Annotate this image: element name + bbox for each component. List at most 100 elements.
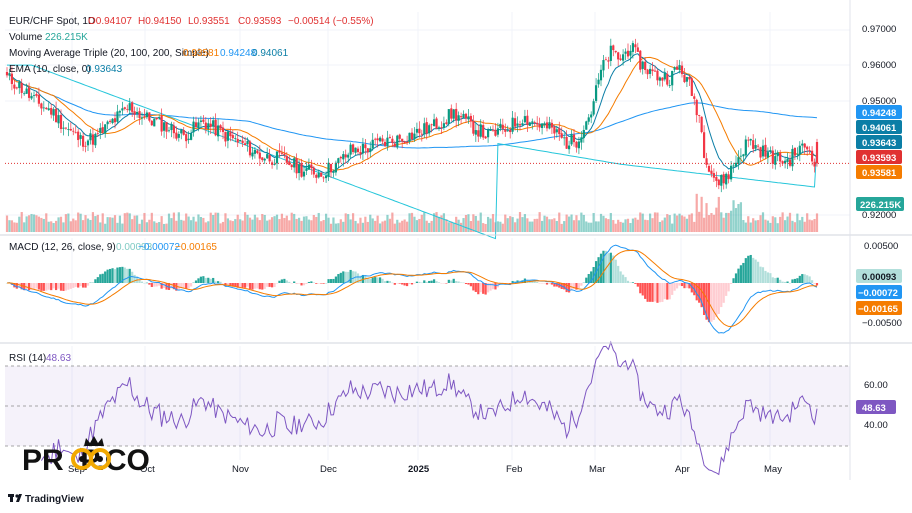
volume-bar bbox=[364, 216, 367, 232]
volume-bar bbox=[133, 215, 136, 232]
macd-hist-bar bbox=[121, 266, 124, 283]
macd-hist-bar bbox=[720, 283, 723, 308]
volume-bar bbox=[636, 219, 639, 232]
volume-bar bbox=[680, 215, 684, 232]
volume-bar bbox=[536, 218, 539, 232]
candle-body bbox=[116, 111, 119, 122]
volume-bar bbox=[435, 212, 438, 232]
candle-body bbox=[614, 50, 617, 53]
macd-hist-bar bbox=[639, 283, 642, 294]
candlesticks[interactable] bbox=[5, 38, 819, 193]
volume-bar bbox=[656, 212, 659, 232]
candle-body bbox=[678, 65, 681, 70]
ema-legend-label[interactable]: EMA (10, close, 0) bbox=[9, 64, 91, 75]
volume-bar bbox=[236, 214, 239, 232]
ma-legend-label[interactable]: Moving Average Triple (20, 100, 200, Sim… bbox=[9, 48, 209, 59]
macd-hist-bar bbox=[737, 268, 740, 283]
macd-hist-bar bbox=[469, 283, 473, 287]
volume-bar bbox=[597, 221, 600, 232]
candle-body bbox=[675, 66, 679, 70]
volume-bar bbox=[305, 216, 308, 232]
volume-bar bbox=[702, 217, 706, 232]
volume-bar bbox=[619, 221, 622, 232]
macd-hist-bar bbox=[381, 278, 384, 283]
macd-hist-bar bbox=[204, 277, 207, 283]
candle-body bbox=[479, 124, 482, 137]
macd-hist-bar bbox=[779, 279, 782, 283]
candle-body bbox=[766, 152, 770, 158]
candle-body bbox=[317, 172, 320, 178]
candle-body bbox=[786, 158, 789, 162]
candle-body bbox=[347, 154, 350, 158]
volume-bar bbox=[734, 208, 738, 232]
rsi-axis[interactable]: 60.00 40.00 bbox=[864, 380, 888, 431]
candle-body bbox=[806, 146, 809, 150]
candle-body bbox=[361, 143, 365, 154]
volume-bar bbox=[725, 212, 728, 232]
volume-bar bbox=[418, 218, 421, 232]
candle-body bbox=[354, 147, 357, 153]
volume-bar bbox=[739, 202, 743, 232]
volume-bar bbox=[518, 212, 522, 232]
volume-legend-value: 226.215K bbox=[45, 32, 88, 43]
candle-body bbox=[54, 108, 58, 123]
candle-body bbox=[754, 145, 757, 149]
macd-hist-bar bbox=[445, 283, 448, 284]
volume-bar bbox=[224, 213, 227, 232]
ohlc-close: C0.93593 bbox=[238, 16, 282, 27]
candle-body bbox=[739, 155, 743, 157]
price-tag-bg bbox=[856, 120, 902, 134]
macd-legend-label[interactable]: MACD (12, 26, close, 9) bbox=[9, 242, 116, 253]
candle-body bbox=[20, 82, 23, 93]
macd-hist-bar bbox=[187, 283, 190, 289]
macd-hist-bar bbox=[567, 283, 571, 293]
volume-bar bbox=[607, 219, 610, 232]
macd-axis[interactable]: 0.00500 −0.00500 bbox=[862, 241, 902, 329]
volume-bar bbox=[376, 215, 379, 232]
candle-body bbox=[158, 117, 161, 119]
volume-bar bbox=[430, 220, 433, 232]
price-tag: 0.94248 bbox=[862, 108, 896, 119]
candle-body bbox=[469, 115, 473, 122]
volume-bar bbox=[23, 222, 26, 232]
volume-bar bbox=[74, 220, 77, 232]
candle-body bbox=[621, 54, 625, 61]
volume-legend-label[interactable]: Volume bbox=[9, 32, 43, 43]
candle-body bbox=[506, 130, 509, 132]
candle-body bbox=[432, 119, 436, 127]
macd-hist-bar bbox=[106, 269, 109, 283]
macd-hist-bar bbox=[403, 283, 406, 286]
macd-hist-bar bbox=[285, 280, 288, 283]
volume-bar bbox=[474, 215, 477, 232]
macd-hist-bar bbox=[268, 283, 271, 287]
candle-body bbox=[769, 150, 772, 152]
macd-hist-bar bbox=[113, 269, 117, 283]
volume-bar bbox=[42, 218, 45, 232]
volume-bar bbox=[477, 220, 480, 232]
time-axis[interactable]: Sep Oct Nov Dec 2025 Feb Mar Apr May bbox=[68, 464, 782, 475]
macd-hist-bar bbox=[425, 281, 428, 283]
macd-hist-bar bbox=[312, 282, 315, 283]
volume-bar bbox=[84, 215, 87, 232]
candle-body bbox=[813, 161, 816, 167]
macd-hist-bar bbox=[653, 283, 657, 302]
macd-hist-bar bbox=[246, 283, 249, 287]
volume-bar bbox=[759, 215, 762, 232]
candle-body bbox=[35, 94, 38, 96]
symbol-title[interactable]: EUR/CHF Spot, 1D bbox=[9, 16, 95, 27]
candle-body bbox=[305, 168, 308, 171]
tradingview-brand[interactable]: TradingView bbox=[8, 494, 84, 505]
macd-hist-bar bbox=[393, 283, 396, 285]
macd-hist-bar bbox=[806, 275, 809, 283]
rsi-legend-label[interactable]: RSI (14) bbox=[9, 353, 46, 364]
macd-hist-bar bbox=[347, 271, 350, 283]
macd-hist-bar bbox=[673, 283, 676, 291]
macd-hist-bar bbox=[621, 274, 625, 283]
macd-hist-bar bbox=[607, 253, 610, 283]
volume-bar bbox=[570, 214, 573, 232]
volume-bar bbox=[5, 215, 9, 232]
candle-body bbox=[72, 130, 75, 132]
macd-hist-bar bbox=[798, 275, 801, 283]
price-axis[interactable]: 0.97000 0.96000 0.95000 0.92000 bbox=[862, 24, 896, 221]
